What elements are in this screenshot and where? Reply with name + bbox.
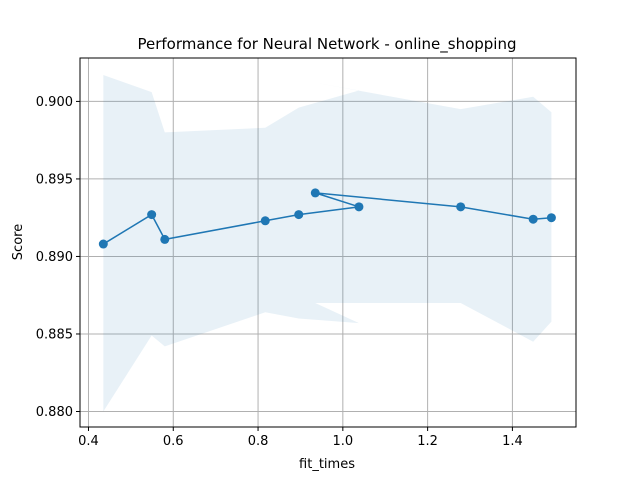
y-tick-label: 0.890 (36, 250, 73, 265)
plot-frame (79, 57, 577, 428)
confidence-band (103, 75, 552, 412)
x-tick-label: 1.2 (417, 434, 438, 449)
x-tick-label: 0.4 (78, 434, 99, 449)
y-tick-label: 0.900 (36, 95, 73, 110)
y-tick-label: 0.880 (36, 405, 73, 420)
data-point (354, 202, 364, 212)
x-axis: 0.4 0.6 0.8 1.0 1.2 1.4 (78, 427, 523, 449)
x-tick-label: 0.8 (248, 434, 269, 449)
data-point (456, 202, 466, 212)
y-tick-label: 0.885 (36, 327, 73, 342)
data-point (310, 188, 320, 198)
data-point (160, 234, 170, 244)
y-axis: 0.880 0.885 0.890 0.895 0.900 (36, 95, 80, 420)
x-tick-label: 1.4 (502, 434, 523, 449)
data-point (546, 213, 556, 223)
chart-title: Performance for Neural Network - online_… (137, 35, 516, 54)
series-line (102, 192, 552, 245)
y-axis-label: Score (11, 224, 26, 260)
x-tick-label: 1.0 (332, 434, 353, 449)
data-point (147, 210, 157, 220)
grid (80, 58, 576, 427)
x-axis-label: fit_times (299, 457, 355, 472)
series-markers (98, 188, 556, 249)
data-point (260, 216, 270, 226)
y-tick-label: 0.895 (36, 172, 73, 187)
data-point (294, 210, 304, 220)
data-point (528, 214, 538, 224)
data-point (98, 239, 108, 249)
x-tick-label: 0.6 (163, 434, 184, 449)
